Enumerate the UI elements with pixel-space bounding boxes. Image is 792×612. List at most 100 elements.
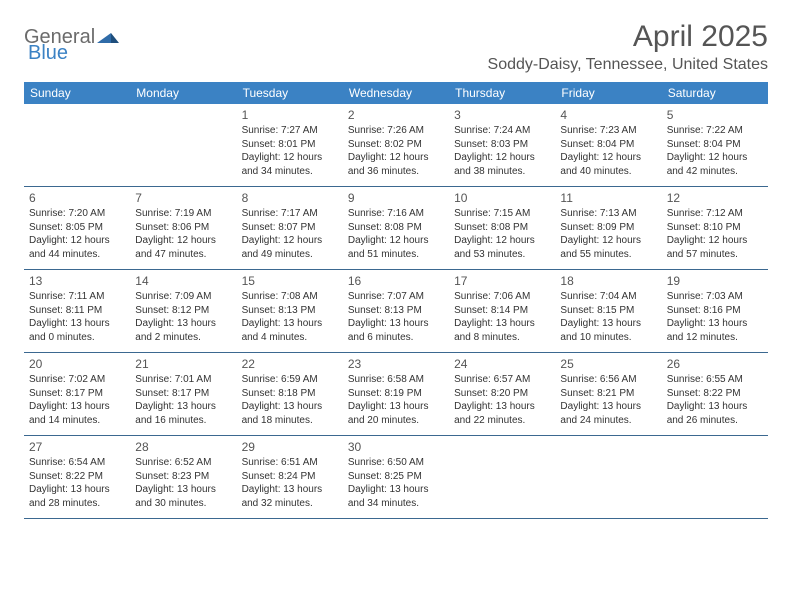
daylight-text: Daylight: 13 hours and 2 minutes. <box>135 317 231 344</box>
sunset-text: Sunset: 8:25 PM <box>348 470 444 484</box>
day-number: 25 <box>560 356 656 372</box>
daylight-text: Daylight: 12 hours and 42 minutes. <box>667 151 763 178</box>
sunrise-text: Sunrise: 7:02 AM <box>29 373 125 387</box>
calendar-header-row: Sunday Monday Tuesday Wednesday Thursday… <box>24 82 768 104</box>
day-cell: 18Sunrise: 7:04 AMSunset: 8:15 PMDayligh… <box>555 270 661 352</box>
daylight-text: Daylight: 13 hours and 4 minutes. <box>242 317 338 344</box>
sunset-text: Sunset: 8:13 PM <box>348 304 444 318</box>
sunset-text: Sunset: 8:15 PM <box>560 304 656 318</box>
day-number: 3 <box>454 107 550 123</box>
empty-cell <box>449 436 555 518</box>
day-header-thu: Thursday <box>449 82 555 104</box>
sunrise-text: Sunrise: 7:22 AM <box>667 124 763 138</box>
sunrise-text: Sunrise: 7:04 AM <box>560 290 656 304</box>
sunrise-text: Sunrise: 7:27 AM <box>242 124 338 138</box>
sunset-text: Sunset: 8:05 PM <box>29 221 125 235</box>
sunrise-text: Sunrise: 6:50 AM <box>348 456 444 470</box>
daylight-text: Daylight: 13 hours and 18 minutes. <box>242 400 338 427</box>
day-number: 27 <box>29 439 125 455</box>
daylight-text: Daylight: 12 hours and 38 minutes. <box>454 151 550 178</box>
day-number: 13 <box>29 273 125 289</box>
logo-blue-row: Blue <box>28 42 68 65</box>
daylight-text: Daylight: 13 hours and 8 minutes. <box>454 317 550 344</box>
day-number: 2 <box>348 107 444 123</box>
daylight-text: Daylight: 13 hours and 12 minutes. <box>667 317 763 344</box>
sunrise-text: Sunrise: 6:55 AM <box>667 373 763 387</box>
day-header-sat: Saturday <box>662 82 768 104</box>
empty-cell <box>555 436 661 518</box>
sunset-text: Sunset: 8:10 PM <box>667 221 763 235</box>
day-number: 8 <box>242 190 338 206</box>
logo-mark-icon <box>97 27 119 48</box>
sunset-text: Sunset: 8:12 PM <box>135 304 231 318</box>
sunrise-text: Sunrise: 7:16 AM <box>348 207 444 221</box>
day-cell: 17Sunrise: 7:06 AMSunset: 8:14 PMDayligh… <box>449 270 555 352</box>
sunrise-text: Sunrise: 6:58 AM <box>348 373 444 387</box>
day-cell: 5Sunrise: 7:22 AMSunset: 8:04 PMDaylight… <box>662 104 768 186</box>
sunrise-text: Sunrise: 6:51 AM <box>242 456 338 470</box>
day-cell: 14Sunrise: 7:09 AMSunset: 8:12 PMDayligh… <box>130 270 236 352</box>
daylight-text: Daylight: 13 hours and 14 minutes. <box>29 400 125 427</box>
daylight-text: Daylight: 13 hours and 6 minutes. <box>348 317 444 344</box>
day-number: 5 <box>667 107 763 123</box>
location-text: Soddy-Daisy, Tennessee, United States <box>488 56 768 74</box>
day-number: 23 <box>348 356 444 372</box>
day-number: 29 <box>242 439 338 455</box>
day-cell: 30Sunrise: 6:50 AMSunset: 8:25 PMDayligh… <box>343 436 449 518</box>
sunset-text: Sunset: 8:18 PM <box>242 387 338 401</box>
day-cell: 15Sunrise: 7:08 AMSunset: 8:13 PMDayligh… <box>237 270 343 352</box>
day-number: 28 <box>135 439 231 455</box>
sunset-text: Sunset: 8:08 PM <box>454 221 550 235</box>
day-cell: 23Sunrise: 6:58 AMSunset: 8:19 PMDayligh… <box>343 353 449 435</box>
sunrise-text: Sunrise: 7:11 AM <box>29 290 125 304</box>
sunset-text: Sunset: 8:03 PM <box>454 138 550 152</box>
daylight-text: Daylight: 12 hours and 51 minutes. <box>348 234 444 261</box>
day-number: 10 <box>454 190 550 206</box>
day-number: 24 <box>454 356 550 372</box>
day-cell: 11Sunrise: 7:13 AMSunset: 8:09 PMDayligh… <box>555 187 661 269</box>
sunrise-text: Sunrise: 7:26 AM <box>348 124 444 138</box>
day-cell: 7Sunrise: 7:19 AMSunset: 8:06 PMDaylight… <box>130 187 236 269</box>
daylight-text: Daylight: 12 hours and 53 minutes. <box>454 234 550 261</box>
day-cell: 10Sunrise: 7:15 AMSunset: 8:08 PMDayligh… <box>449 187 555 269</box>
daylight-text: Daylight: 13 hours and 32 minutes. <box>242 483 338 510</box>
daylight-text: Daylight: 13 hours and 30 minutes. <box>135 483 231 510</box>
day-number: 12 <box>667 190 763 206</box>
sunset-text: Sunset: 8:23 PM <box>135 470 231 484</box>
day-cell: 22Sunrise: 6:59 AMSunset: 8:18 PMDayligh… <box>237 353 343 435</box>
daylight-text: Daylight: 12 hours and 49 minutes. <box>242 234 338 261</box>
calendar-row: 1Sunrise: 7:27 AMSunset: 8:01 PMDaylight… <box>24 104 768 187</box>
daylight-text: Daylight: 13 hours and 20 minutes. <box>348 400 444 427</box>
day-cell: 13Sunrise: 7:11 AMSunset: 8:11 PMDayligh… <box>24 270 130 352</box>
sunset-text: Sunset: 8:09 PM <box>560 221 656 235</box>
day-header-mon: Monday <box>130 82 236 104</box>
day-cell: 21Sunrise: 7:01 AMSunset: 8:17 PMDayligh… <box>130 353 236 435</box>
sunrise-text: Sunrise: 7:12 AM <box>667 207 763 221</box>
sunset-text: Sunset: 8:17 PM <box>135 387 231 401</box>
sunset-text: Sunset: 8:20 PM <box>454 387 550 401</box>
sunrise-text: Sunrise: 7:20 AM <box>29 207 125 221</box>
calendar-page: General April 2025 Soddy-Daisy, Tennesse… <box>0 0 792 539</box>
sunset-text: Sunset: 8:24 PM <box>242 470 338 484</box>
day-number: 19 <box>667 273 763 289</box>
empty-cell <box>24 104 130 186</box>
sunrise-text: Sunrise: 7:06 AM <box>454 290 550 304</box>
day-number: 1 <box>242 107 338 123</box>
empty-cell <box>130 104 236 186</box>
daylight-text: Daylight: 12 hours and 55 minutes. <box>560 234 656 261</box>
day-cell: 25Sunrise: 6:56 AMSunset: 8:21 PMDayligh… <box>555 353 661 435</box>
header: General April 2025 Soddy-Daisy, Tennesse… <box>24 20 768 74</box>
day-number: 22 <box>242 356 338 372</box>
empty-cell <box>662 436 768 518</box>
day-header-tue: Tuesday <box>237 82 343 104</box>
day-number: 7 <box>135 190 231 206</box>
day-number: 16 <box>348 273 444 289</box>
sunset-text: Sunset: 8:02 PM <box>348 138 444 152</box>
sunrise-text: Sunrise: 7:09 AM <box>135 290 231 304</box>
daylight-text: Daylight: 12 hours and 34 minutes. <box>242 151 338 178</box>
day-cell: 29Sunrise: 6:51 AMSunset: 8:24 PMDayligh… <box>237 436 343 518</box>
sunrise-text: Sunrise: 7:13 AM <box>560 207 656 221</box>
sunrise-text: Sunrise: 6:54 AM <box>29 456 125 470</box>
day-number: 9 <box>348 190 444 206</box>
title-block: April 2025 Soddy-Daisy, Tennessee, Unite… <box>488 20 768 74</box>
